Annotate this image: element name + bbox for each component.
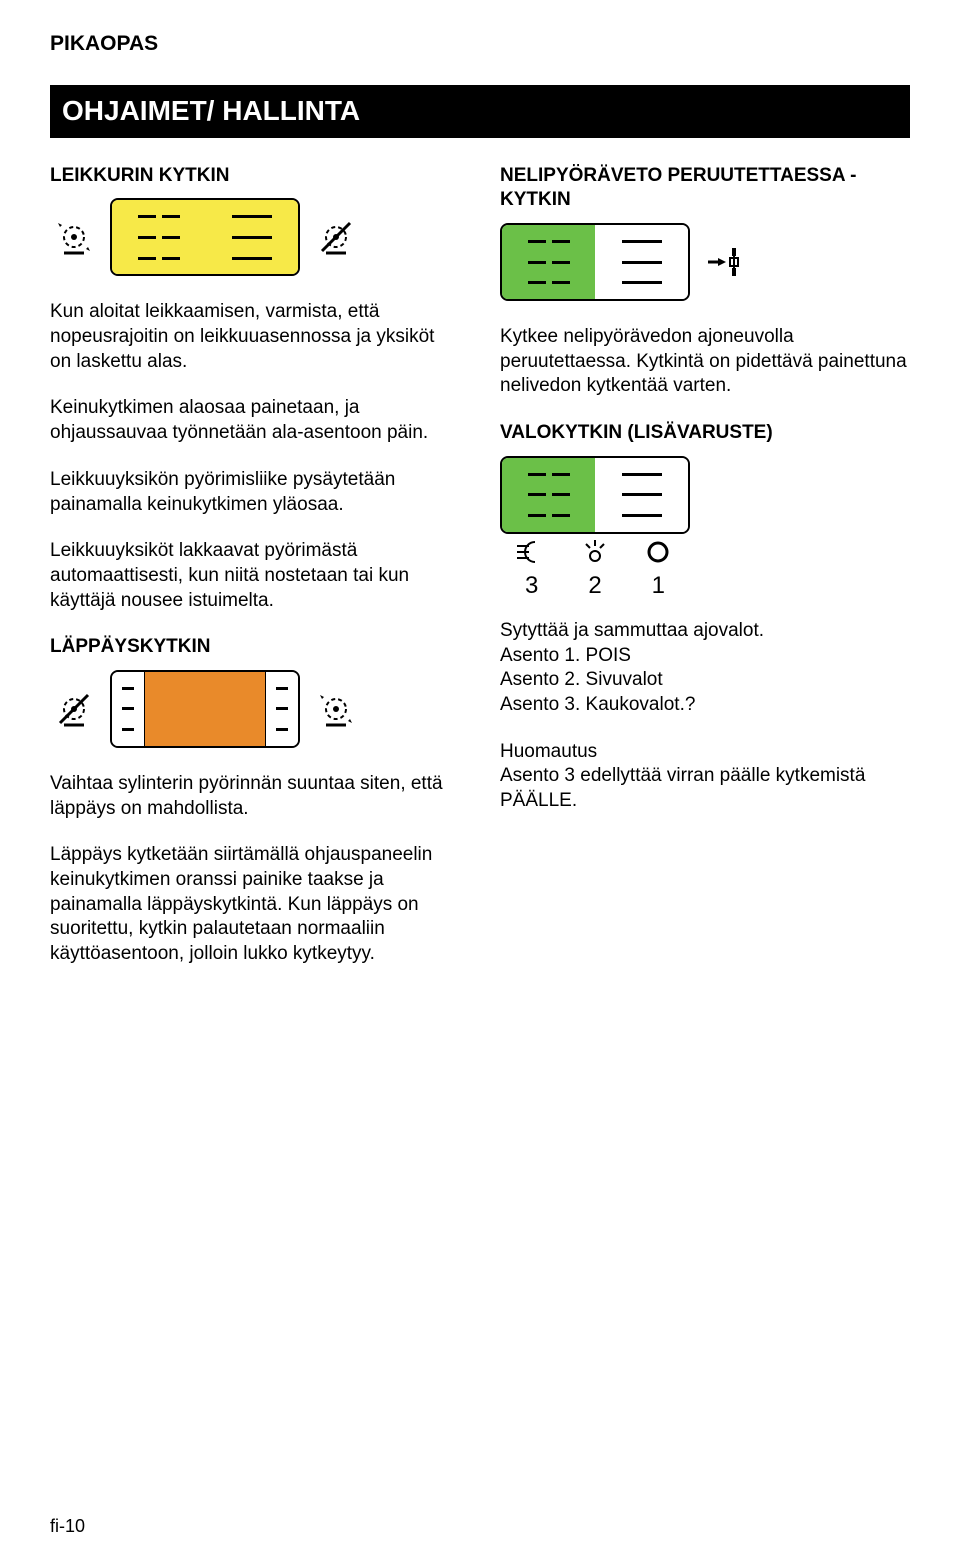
label-3: 3 [525,570,538,601]
axle-icon [702,238,750,286]
rotate-off-icon-2 [50,685,98,733]
cutter-p3: Leikkuuyksikön pyörimisliike pysäytetään… [50,468,460,517]
cutter-switch-heading: LEIKKURIN KYTKIN [50,164,460,189]
lap-p1: Vaihtaa sylinterin pyörinnän suuntaa sit… [50,772,460,821]
rotate-off-icon [312,213,360,261]
high-beam-icon [515,538,549,566]
cutter-p4: Leikkuuyksiköt lakkaavat pyörimästä auto… [50,539,460,613]
light-p2d: Asento 3. Kaukovalot.? [500,693,910,718]
rotate-on-icon-2 [312,685,360,733]
green-rocker-switch [500,223,690,301]
label-2: 2 [588,570,601,601]
cutter-switch-graphic [50,198,460,276]
orange-rocker-switch [110,670,300,748]
note-heading: Huomautus [500,740,910,765]
light-switch-labels: 3 2 1 [500,570,690,601]
light-switch-heading: VALOKYTKIN (LISÄVARUSTE) [500,421,910,446]
fourwd-p1: Kytkee nelipyörävedon ajoneuvolla peruut… [500,325,910,399]
fourwd-switch-graphic [500,223,910,301]
right-column: NELIPYÖRÄVETO PERUUTETTAESSA - KYTKIN [500,164,910,989]
cutter-p1: Kun aloitat leikkaamisen, varmista, että… [50,300,460,374]
yellow-rocker-switch [110,198,300,276]
note-body: Asento 3 edellyttää virran päälle kytkem… [500,764,910,813]
lap-switch-heading: LÄPPÄYSKYTKIN [50,635,460,660]
lap-switch-graphic [50,670,460,748]
cutter-p2: Keinukytkimen alaosaa painetaan, ja ohja… [50,396,460,445]
page-header: PIKAOPAS [50,30,910,57]
content-columns: LEIKKURIN KYTKIN [50,164,910,989]
light-p2c: Asento 2. Sivuvalot [500,668,910,693]
light-p-block: Sytyttää ja sammuttaa ajovalot. Asento 1… [500,619,910,718]
side-light-icon [578,538,612,566]
green-rocker-switch-2 [500,456,690,534]
light-p2b: Asento 1. POIS [500,644,910,669]
section-banner: OHJAIMET/ HALLINTA [50,85,910,137]
light-switch-graphic: 3 2 1 [500,456,910,601]
fourwd-heading: NELIPYÖRÄVETO PERUUTETTAESSA - KYTKIN [500,164,910,213]
note-block: Huomautus Asento 3 edellyttää virran pää… [500,740,910,814]
light-p2a: Sytyttää ja sammuttaa ajovalot. [500,619,910,644]
rotate-on-icon [50,213,98,261]
lap-p2: Läppäys kytketään siirtämällä ohjauspane… [50,843,460,966]
page-footer: fi-10 [50,1515,85,1538]
label-1: 1 [652,570,665,601]
off-icon [641,538,675,566]
left-column: LEIKKURIN KYTKIN [50,164,460,989]
